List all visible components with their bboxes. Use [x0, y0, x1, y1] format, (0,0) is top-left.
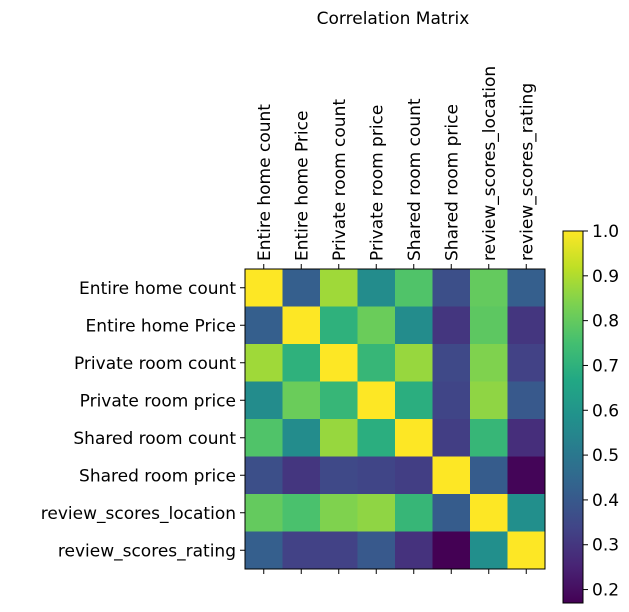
heatmap-cell-r4-c4 [395, 419, 433, 457]
x-tick-label-shared-room-price: Shared room price [442, 104, 462, 261]
colorbar-tick-label: 0.2 [592, 581, 619, 601]
heatmap-cell-r5-c2 [320, 456, 358, 495]
heatmap-cell-r7-c0 [245, 531, 283, 570]
heatmap-cell-r6-c0 [245, 494, 283, 532]
colorbar-ticks: 0.2 0.3 0.4 0.5 0.6 0.7 0.8 0.9 1.0 [583, 222, 619, 601]
heatmap-cell-r2-c3 [357, 344, 396, 382]
colorbar-tick-label: 0.5 [592, 446, 619, 466]
y-tick-label-review-scores-location: review_scores_location [41, 504, 236, 524]
heatmap-cell-r6-c1 [282, 494, 321, 532]
heatmap-cell-r6-c4 [395, 494, 433, 532]
heatmap-cell-r1-c6 [470, 306, 508, 345]
heatmap-cell-r7-c7 [507, 531, 546, 570]
heatmap-cell-r2-c0 [245, 344, 283, 382]
heatmap-cell-r3-c0 [245, 381, 283, 420]
colorbar-tick-label: 0.6 [592, 401, 619, 421]
heatmap-cell-r4-c5 [432, 419, 471, 457]
heatmap-cell-r4-c6 [470, 419, 508, 457]
heatmap-cell-r7-c3 [357, 531, 396, 570]
heatmap-cell-r3-c6 [470, 381, 508, 420]
heatmap-cell-r0-c0 [245, 269, 283, 307]
heatmap-cell-r1-c3 [357, 306, 396, 345]
heatmap-cell-r3-c3 [357, 381, 396, 420]
heatmap-cell-r5-c4 [395, 456, 433, 495]
colorbar-frame [562, 230, 584, 604]
heatmap-cell-r6-c6 [470, 494, 508, 532]
colorbar [563, 231, 583, 603]
y-axis-tick-labels: Entire home count Entire home Price Privat… [41, 279, 237, 562]
colorbar-tick-label: 0.7 [592, 356, 619, 376]
heatmap-cell-r2-c4 [395, 344, 433, 382]
y-tick-label-shared-room-count: Shared room count [73, 429, 236, 449]
heatmap-cell-r3-c1 [282, 381, 321, 420]
x-tick-label-review-scores-location: review_scores_location [480, 66, 500, 261]
heatmap-cell-r3-c7 [507, 381, 546, 420]
heatmap-cell-r7-c1 [282, 531, 321, 570]
heatmap-cell-r7-c2 [320, 531, 358, 570]
axis-ticks [240, 264, 527, 574]
heatmap-cell-r4-c1 [282, 419, 321, 457]
heatmap-cell-r3-c5 [432, 381, 471, 420]
y-tick-label-private-room-price: Private room price [80, 391, 236, 411]
heatmap-cell-r0-c6 [470, 269, 508, 307]
heatmap-cell-r2-c2 [320, 344, 358, 382]
x-tick-label-review-scores-rating: review_scores_rating [517, 83, 537, 261]
heatmap-cells [245, 269, 546, 570]
heatmap-cell-r3-c4 [395, 381, 433, 420]
colorbar-tick-label: 0.8 [592, 312, 619, 332]
heatmap-cell-r0-c1 [282, 269, 321, 307]
heatmap-cell-r5-c3 [357, 456, 396, 495]
heatmap-cell-r5-c7 [507, 456, 546, 495]
heatmap-cell-r2-c6 [470, 344, 508, 382]
heatmap-cell-r0-c2 [320, 269, 358, 307]
heatmap-cell-r1-c2 [320, 306, 358, 345]
heatmap-cell-r5-c0 [245, 456, 283, 495]
colorbar-tick-label: 1.0 [592, 222, 619, 242]
colorbar-tick-label: 0.4 [592, 491, 619, 511]
heatmap-cell-r1-c4 [395, 306, 433, 345]
heatmap-cell-r4-c3 [357, 419, 396, 457]
heatmap-cell-r0-c5 [432, 269, 471, 307]
heatmap-cell-r1-c0 [245, 306, 283, 345]
heatmap-cell-r2-c7 [507, 344, 546, 382]
heatmap-cell-r7-c4 [395, 531, 433, 570]
y-tick-label-private-room-count: Private room count [74, 354, 236, 374]
heatmap-cell-r4-c0 [245, 419, 283, 457]
x-tick-label-entire-home-price: Entire home Price [292, 111, 312, 261]
chart-title: Correlation Matrix [317, 9, 470, 29]
x-tick-label-shared-room-count: Shared room count [405, 98, 425, 261]
heatmap-cell-r7-c5 [432, 531, 471, 570]
colorbar-tick-label: 0.3 [592, 536, 619, 556]
heatmap-cell-r0-c7 [507, 269, 546, 307]
y-tick-label-shared-room-price: Shared room price [79, 466, 236, 486]
x-tick-label-private-room-count: Private room count [330, 99, 350, 261]
heatmap-cell-r6-c7 [507, 494, 546, 532]
colorbar-tick-label: 0.9 [592, 267, 619, 287]
y-tick-label-review-scores-rating: review_scores_rating [58, 541, 236, 561]
heatmap-cell-r4-c2 [320, 419, 358, 457]
heatmap-cell-r3-c2 [320, 381, 358, 420]
heatmap-cell-r2-c1 [282, 344, 321, 382]
heatmap-cell-r5-c1 [282, 456, 321, 495]
heatmap-cell-r1-c1 [282, 306, 321, 345]
heatmap-cell-r7-c6 [470, 531, 508, 570]
heatmap-cell-r0-c4 [395, 269, 433, 307]
x-tick-label-private-room-price: Private room price [367, 105, 387, 261]
heatmap-cell-r2-c5 [432, 344, 471, 382]
plot-frame [244, 268, 546, 570]
y-tick-label-entire-home-price: Entire home Price [86, 316, 236, 336]
x-tick-label-entire-home-count: Entire home count [255, 104, 275, 261]
heatmap-cell-r4-c7 [507, 419, 546, 457]
heatmap-cell-r6-c5 [432, 494, 471, 532]
heatmap-cell-r6-c2 [320, 494, 358, 532]
heatmap-cell-r5-c6 [470, 456, 508, 495]
x-axis-tick-labels: Entire home count Entire home Price Privat… [255, 66, 538, 261]
heatmap-cell-r5-c5 [432, 456, 471, 495]
heatmap-cell-r1-c5 [432, 306, 471, 345]
heatmap-cell-r1-c7 [507, 306, 546, 345]
y-tick-label-entire-home-count: Entire home count [79, 279, 236, 299]
heatmap-cell-r6-c3 [357, 494, 396, 532]
heatmap-cell-r0-c3 [357, 269, 396, 307]
